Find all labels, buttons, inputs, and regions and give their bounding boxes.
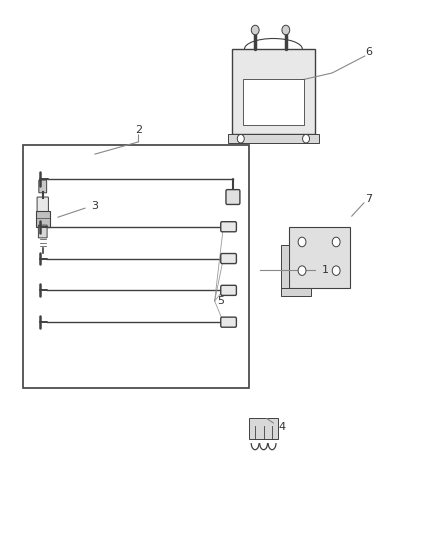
Text: 7: 7 bbox=[366, 193, 373, 204]
Text: 4: 4 bbox=[279, 422, 286, 432]
FancyBboxPatch shape bbox=[221, 317, 237, 327]
Bar bbox=[250, 418, 278, 439]
Circle shape bbox=[251, 25, 259, 35]
FancyBboxPatch shape bbox=[37, 197, 48, 213]
FancyBboxPatch shape bbox=[39, 225, 47, 238]
Text: 2: 2 bbox=[135, 125, 142, 135]
Circle shape bbox=[237, 134, 244, 143]
Bar bbox=[23, 144, 250, 389]
Circle shape bbox=[303, 134, 310, 143]
Bar bbox=[228, 134, 319, 143]
Circle shape bbox=[298, 266, 306, 276]
FancyBboxPatch shape bbox=[221, 254, 237, 264]
FancyBboxPatch shape bbox=[39, 180, 47, 193]
Circle shape bbox=[332, 266, 340, 276]
Circle shape bbox=[298, 237, 306, 247]
Circle shape bbox=[332, 237, 340, 247]
Text: 6: 6 bbox=[366, 47, 373, 56]
Text: 5: 5 bbox=[218, 296, 225, 306]
Bar bbox=[281, 245, 289, 288]
Bar bbox=[281, 288, 311, 296]
Text: 1: 1 bbox=[322, 265, 329, 275]
FancyBboxPatch shape bbox=[36, 211, 49, 227]
Circle shape bbox=[282, 25, 290, 35]
Bar bbox=[243, 79, 304, 125]
Bar bbox=[232, 49, 315, 134]
FancyBboxPatch shape bbox=[221, 222, 237, 232]
FancyBboxPatch shape bbox=[221, 285, 237, 295]
FancyBboxPatch shape bbox=[226, 190, 240, 205]
Bar bbox=[289, 227, 350, 288]
Text: 3: 3 bbox=[92, 200, 99, 211]
